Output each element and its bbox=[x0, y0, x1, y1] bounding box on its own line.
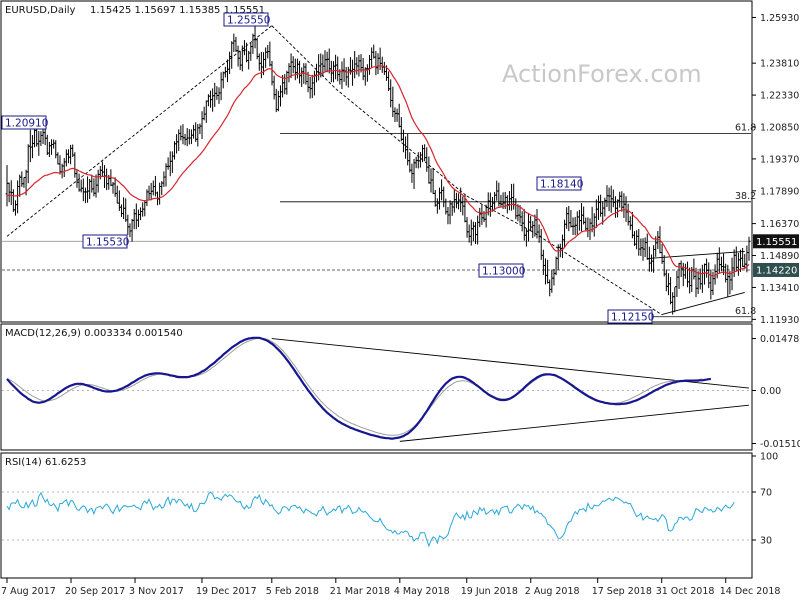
channel-upper-line bbox=[647, 250, 745, 259]
date-tick-label: 14 Dec 2018 bbox=[720, 586, 781, 597]
date-tick-label: 20 Sep 2017 bbox=[65, 586, 125, 597]
macd-label: MACD(12,26,9) 0.003334 0.001540 bbox=[5, 328, 183, 339]
price-label: 1.12150 bbox=[611, 312, 654, 324]
rsi-tick-label: 70 bbox=[760, 488, 772, 499]
price-tick-label: 1.22330 bbox=[760, 91, 799, 102]
macd-tick-label: 0.014786 bbox=[760, 334, 800, 345]
price-axis: 1.25930 1.23810 1.22330 1.20850 1.19370 1.178… bbox=[752, 13, 799, 326]
fib-level-label: 61.8 bbox=[735, 122, 756, 133]
macd-panel-frame bbox=[0, 323, 753, 451]
dashed-trendline bbox=[530, 230, 662, 315]
moving-average bbox=[6, 65, 750, 277]
price-tick-label: 1.20850 bbox=[760, 122, 799, 133]
rsi-panel: RSI(14) 61.6253 100 70 30 bbox=[0, 452, 778, 579]
macd-axis: 0.014786 0.00 -0.015107 bbox=[752, 334, 800, 450]
price-label-box bbox=[82, 234, 128, 249]
price-labels: 1.25550 1.20910 1.15530 1.18140 1.13000 1.121… bbox=[1, 12, 654, 324]
price-label: 1.25550 bbox=[227, 15, 270, 27]
last-price-tag: 1.15551 bbox=[756, 237, 797, 248]
rsi-label: RSI(14) 61.6253 bbox=[5, 457, 86, 468]
date-tick-label: 31 Oct 2018 bbox=[656, 586, 715, 597]
date-tick-label: 3 Nov 2017 bbox=[129, 586, 184, 597]
price-label-box bbox=[1, 115, 47, 130]
price-tick-label: 1.25930 bbox=[760, 13, 799, 24]
price-tick-label: 1.16370 bbox=[760, 219, 799, 230]
date-tick-label: 19 Jun 2018 bbox=[461, 586, 518, 597]
rsi-tick-label: 30 bbox=[760, 536, 772, 547]
price-label: 1.15530 bbox=[86, 237, 129, 249]
price-panel-frame bbox=[0, 0, 753, 323]
price-tick-label: 1.17890 bbox=[760, 186, 799, 197]
watermark: ActionForex.com bbox=[502, 60, 702, 88]
price-tick-label: 1.11930 bbox=[760, 315, 799, 326]
rsi-panel-frame bbox=[0, 452, 753, 579]
rsi-axis: 100 70 30 bbox=[752, 452, 778, 547]
channel-lower-line bbox=[661, 291, 745, 316]
price-panel: ActionForex.com EURUSD,Daily 1.15425 1.1… bbox=[0, 0, 799, 326]
price-label-box bbox=[607, 309, 653, 324]
price-label: 1.13000 bbox=[482, 266, 525, 278]
rsi-tick-label: 100 bbox=[760, 452, 778, 463]
support-tag-bg bbox=[753, 262, 799, 277]
date-tick-label: 5 Feb 2018 bbox=[266, 586, 319, 597]
date-tick-label: 19 Dec 2017 bbox=[196, 586, 257, 597]
macd-panel: MACD(12,26,9) 0.003334 0.001540 0.014786… bbox=[0, 323, 800, 451]
moving-average-line bbox=[6, 65, 750, 277]
price-tick-label: 1.13410 bbox=[760, 283, 799, 294]
fib-level-label: 61.8 bbox=[735, 306, 756, 317]
date-tick-label: 4 May 2018 bbox=[394, 586, 450, 597]
candlesticks bbox=[5, 25, 751, 315]
fib-level-label: 38.2 bbox=[735, 191, 756, 202]
date-axis: 7 Aug 2017 20 Sep 2017 3 Nov 2017 19 Dec 20… bbox=[1, 578, 780, 597]
rsi-line bbox=[2, 491, 751, 548]
last-price-tag-bg bbox=[753, 234, 799, 249]
rsi-line bbox=[6, 491, 735, 548]
macd-lines bbox=[2, 336, 751, 442]
macd-main-line bbox=[6, 336, 711, 440]
price-tick-label: 1.19370 bbox=[760, 154, 799, 165]
macd-tick-label: -0.015107 bbox=[760, 439, 800, 450]
date-tick-label: 17 Sep 2018 bbox=[592, 586, 652, 597]
macd-trendline bbox=[271, 338, 750, 389]
chart-symbol: EURUSD,Daily bbox=[5, 5, 76, 16]
macd-tick-label: 0.00 bbox=[760, 386, 781, 397]
price-label-box bbox=[223, 12, 269, 27]
date-tick-label: 21 Mar 2018 bbox=[330, 586, 390, 597]
axis-tags: 1.15551 1.14220 bbox=[753, 234, 799, 277]
macd-trendline bbox=[399, 404, 750, 442]
price-label-box bbox=[536, 176, 582, 191]
price-label: 1.18140 bbox=[540, 179, 583, 191]
price-label-box bbox=[478, 263, 524, 278]
date-tick-label: 2 Aug 2018 bbox=[525, 586, 580, 597]
price-tick-label: 1.23810 bbox=[760, 59, 799, 70]
date-tick-label: 7 Aug 2017 bbox=[1, 586, 56, 597]
support-tag: 1.14220 bbox=[756, 265, 797, 276]
price-label: 1.20910 bbox=[5, 118, 48, 130]
chart-ohlc: 1.15425 1.15697 1.15385 1.15551 bbox=[90, 5, 265, 16]
dashed-trendline bbox=[335, 88, 468, 197]
dashed-trendline bbox=[466, 195, 531, 232]
price-tick-label: 1.14890 bbox=[760, 251, 799, 262]
